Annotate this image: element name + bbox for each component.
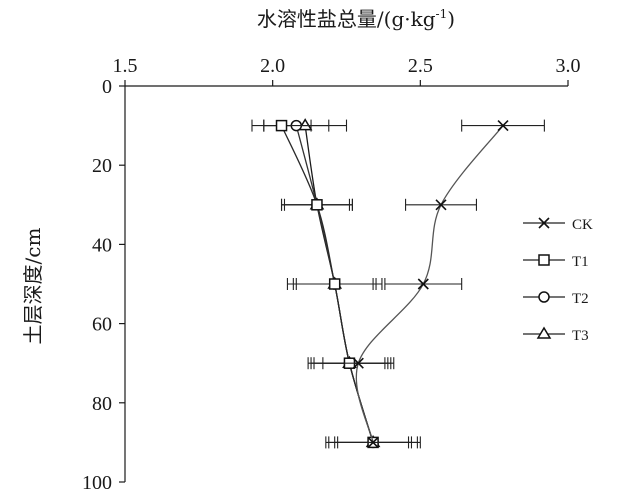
y-tick-label: 40 [92, 234, 112, 256]
y-ticks: 0 20 40 60 80 100 [82, 76, 125, 494]
marker-x-stroke [417, 278, 429, 290]
marker-triangle [536, 326, 552, 339]
x-axis-title-main: 水溶性盐总量/(g·kg [257, 7, 436, 31]
y-tick-label: 60 [92, 314, 112, 336]
marker-x [497, 120, 509, 132]
y-tick-label: 20 [92, 155, 112, 177]
marker-x [417, 278, 429, 290]
marker-x [352, 357, 364, 369]
x-axis-title-sup: -1 [436, 7, 448, 21]
marker-x-stroke [352, 357, 364, 369]
marker-square [538, 254, 550, 266]
x-ticks: 1.5 2.0 2.5 3.0 [113, 55, 581, 86]
marker-x [435, 199, 447, 211]
marker-square [328, 278, 341, 290]
legend-label: T3 [572, 328, 589, 344]
x-tick-label: 1.5 [113, 55, 138, 77]
x-tick-label: 3.0 [556, 55, 581, 77]
marker-x-stroke [367, 436, 379, 448]
marker-square [311, 199, 323, 211]
marker-triangle [297, 118, 313, 131]
marker-x-stroke [497, 120, 509, 132]
y-axis-title: 土层深度/cm [21, 228, 45, 345]
legend: CK T1 T2 T3 [523, 217, 593, 344]
marker-x-stroke [538, 217, 550, 229]
legend-label: T2 [572, 291, 589, 307]
x-tick-label: 2.5 [408, 55, 433, 77]
legend-item-t2: T2 [523, 291, 589, 307]
series-layer [251, 118, 545, 449]
marker-x [367, 436, 379, 448]
y-tick-label: 100 [82, 472, 112, 494]
marker-square [275, 119, 288, 132]
y-tick-label: 0 [102, 76, 112, 98]
legend-label: T1 [572, 254, 589, 270]
marker-circle [538, 291, 550, 303]
series-ck [322, 119, 545, 449]
legend-label: CK [572, 217, 593, 233]
y-tick-label: 80 [92, 393, 112, 415]
legend-item-t1: T1 [523, 254, 589, 270]
legend-item-ck: CK [523, 217, 593, 233]
legend-item-t3: T3 [523, 326, 589, 344]
marker-x [538, 217, 550, 229]
x-tick-label: 2.0 [260, 55, 285, 77]
x-axis-title: 水溶性盐总量/(g·kg-1) [257, 7, 455, 31]
marker-x-stroke [435, 199, 447, 211]
x-axis-title-tail: ) [447, 7, 455, 31]
